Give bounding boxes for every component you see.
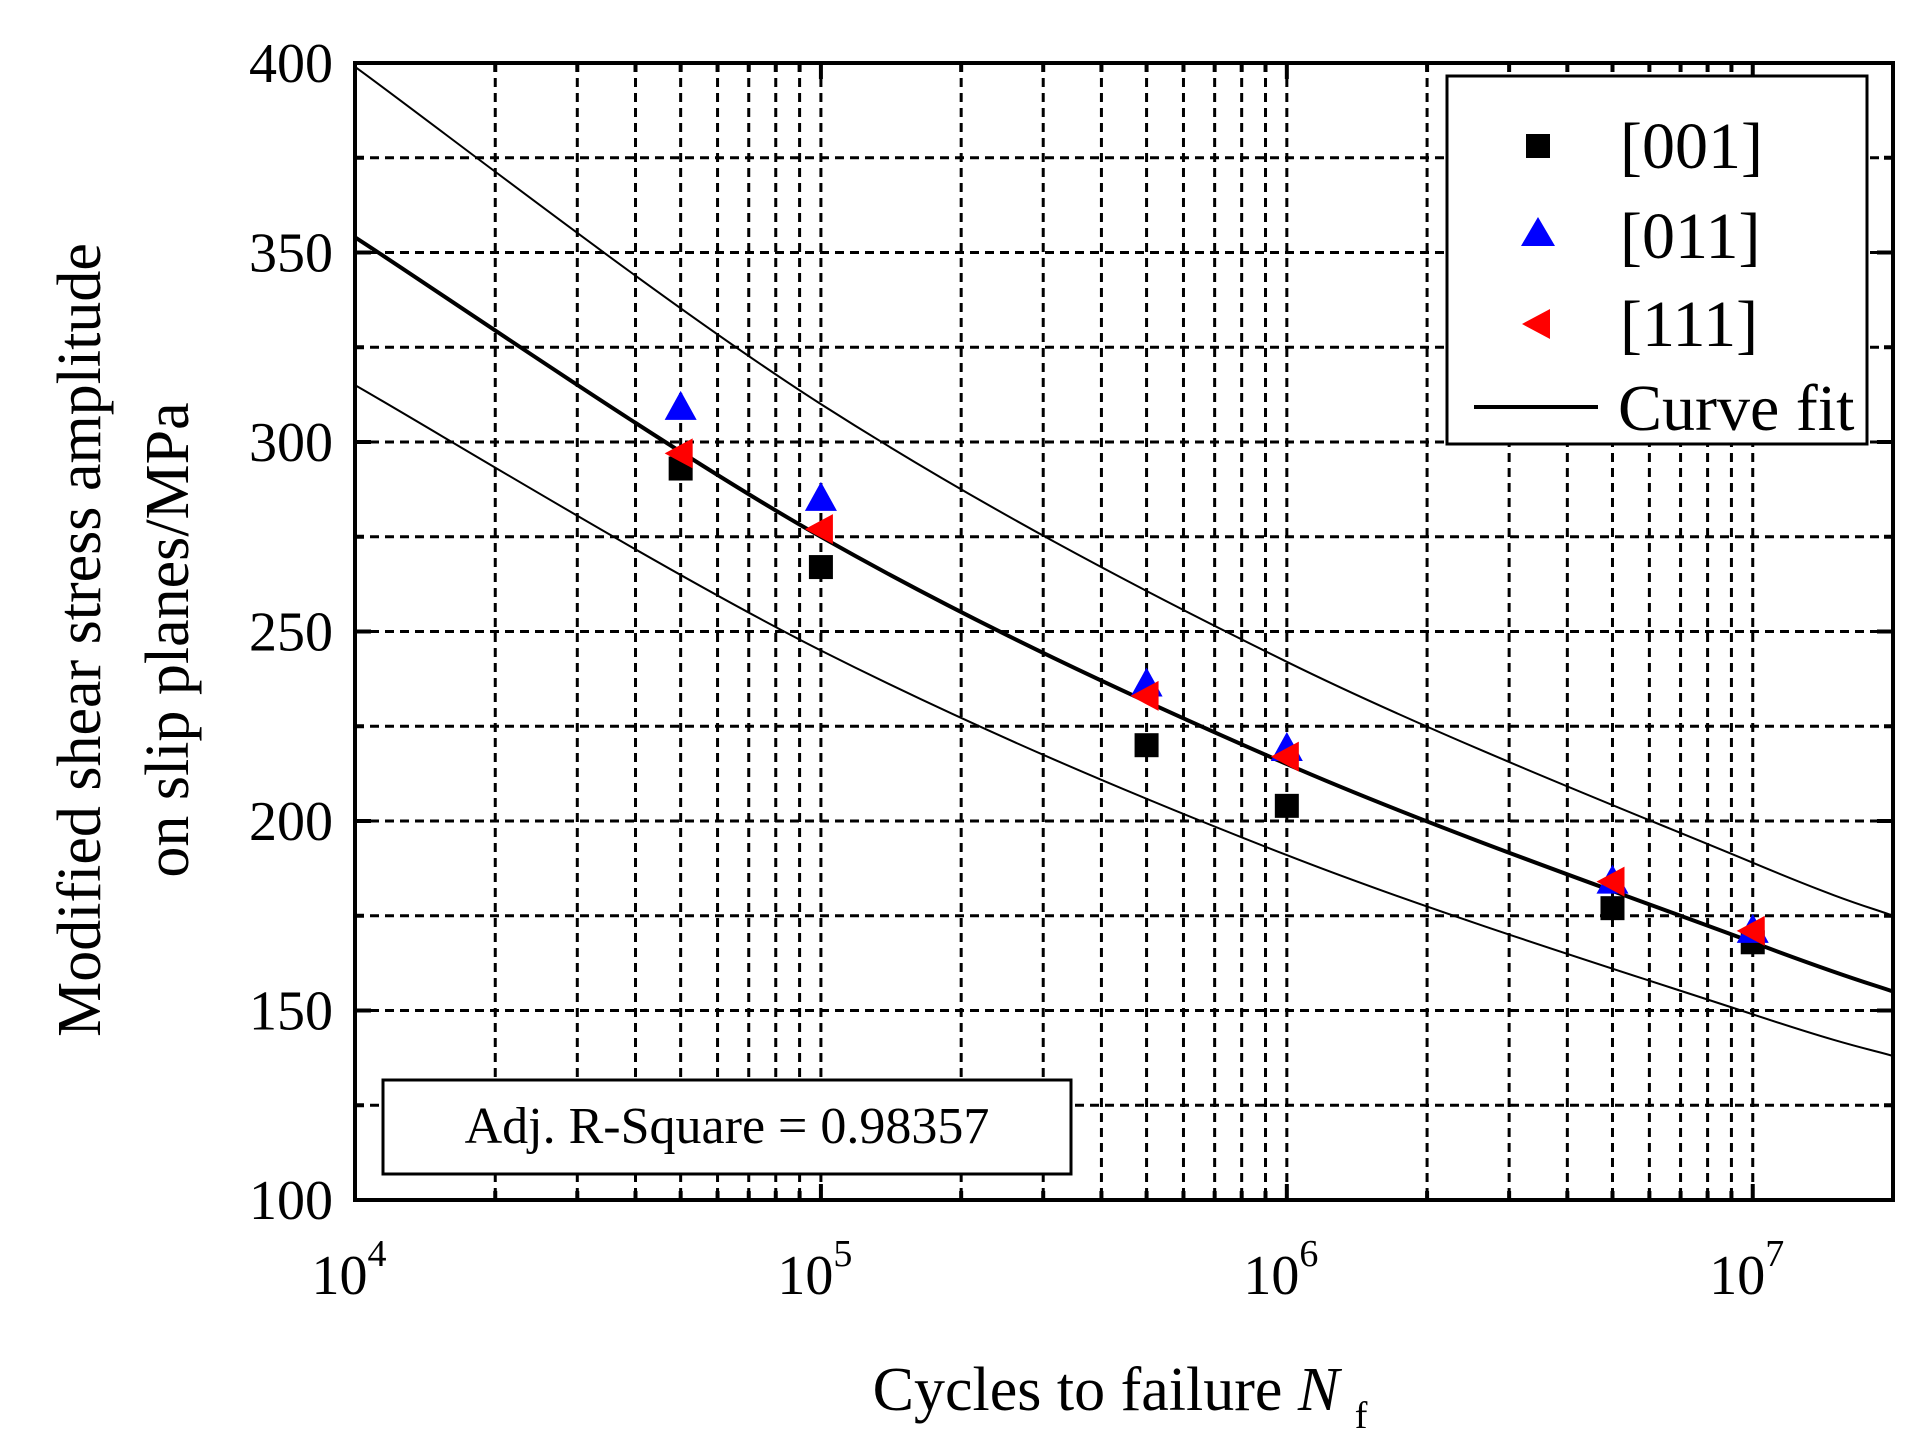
x-axis-title-subscript: f — [1355, 1395, 1368, 1437]
x-tick-label: 107 — [1709, 1233, 1784, 1307]
data-point-111 — [1130, 680, 1159, 711]
legend-marker-111 — [1522, 309, 1550, 339]
r-square-box — [381, 1078, 1073, 1176]
x-tick-label: 104 — [312, 1233, 387, 1307]
legend-label-001: [001] — [1620, 110, 1763, 183]
y-axis-title-line-2: on slip planes/MPa — [134, 402, 202, 877]
data-point-111 — [1596, 866, 1625, 897]
x-tick-label: 105 — [777, 1233, 852, 1307]
x-tick-label: 106 — [1243, 1233, 1318, 1307]
point-layer — [664, 390, 1769, 955]
x-tick-label-exponent: 7 — [1765, 1233, 1784, 1275]
legend-marker-001 — [1526, 134, 1550, 158]
y-tick-label: 300 — [249, 412, 333, 474]
y-tick-label: 250 — [249, 602, 333, 664]
x-tick-label-exponent: 5 — [833, 1233, 852, 1275]
r-square-annotation: Adj. R-Square = 0.98357 — [381, 1078, 1073, 1176]
data-point-001 — [1274, 793, 1299, 818]
data-point-011 — [664, 390, 697, 420]
x-tick-label-base: 10 — [312, 1245, 368, 1307]
x-tick-label-exponent: 6 — [1299, 1233, 1318, 1275]
y-axis-title-line-1: Modified shear stress amplitude — [46, 243, 114, 1037]
data-point-111 — [1736, 915, 1765, 946]
x-axis-title-symbol: N — [1297, 1356, 1343, 1424]
r-square-text: Adj. R-Square = 0.98357 — [465, 1098, 990, 1155]
data-point-111 — [664, 438, 693, 469]
legend-marker-011 — [1521, 217, 1555, 246]
data-point-111 — [1270, 741, 1299, 772]
curve-bound — [354, 65, 1894, 917]
y-tick-label: 150 — [249, 981, 333, 1043]
legend-label-curve-fit: Curve fit — [1618, 372, 1854, 445]
x-axis-title: Cycles to failure N f — [873, 1356, 1368, 1437]
data-point-011 — [804, 481, 837, 511]
legend-label-011: [011] — [1620, 200, 1761, 273]
legend-label-111: [111] — [1620, 288, 1758, 361]
x-tick-label-base: 10 — [1243, 1245, 1299, 1307]
y-tick-label: 100 — [249, 1170, 333, 1232]
x-tick-label-exponent: 4 — [368, 1233, 387, 1275]
y-tick-label: 200 — [249, 791, 333, 853]
data-point-111 — [804, 514, 833, 545]
y-tick-label: 350 — [249, 223, 333, 285]
y-tick-label: 400 — [249, 33, 333, 95]
data-point-001 — [808, 555, 833, 580]
x-tick-label-base: 10 — [777, 1245, 833, 1307]
x-tick-label-base: 10 — [1709, 1245, 1765, 1307]
x-axis-title-text: Cycles to failure — [873, 1356, 1283, 1424]
legend: [001] [011] [111] Curve fit — [1445, 74, 1869, 446]
data-point-001 — [1134, 733, 1159, 758]
data-point-001 — [1600, 896, 1625, 921]
legend-box — [1445, 74, 1869, 446]
curve-bound — [354, 384, 1894, 1057]
tick-layer — [355, 61, 1893, 1202]
